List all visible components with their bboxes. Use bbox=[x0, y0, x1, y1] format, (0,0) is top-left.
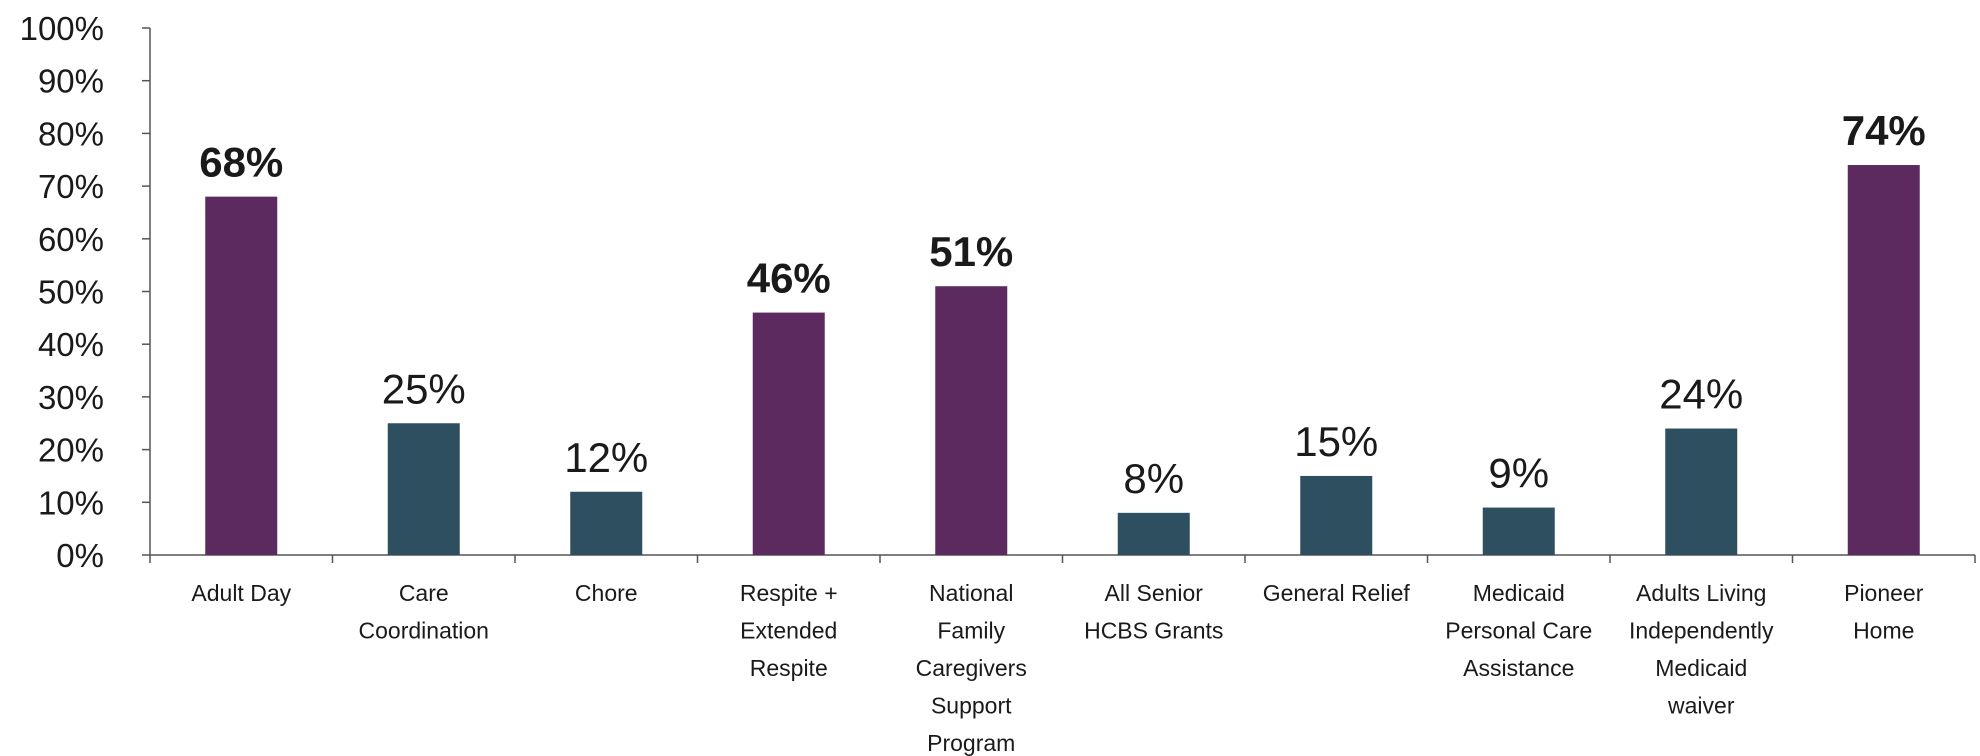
x-tick-label: Adults Living Independently Medicaid waiver bbox=[1629, 580, 1774, 719]
x-tick-label-line: Family bbox=[937, 618, 1005, 644]
data-label: 51% bbox=[929, 228, 1013, 275]
bar bbox=[752, 312, 825, 555]
x-tick-label-line: All Senior bbox=[1105, 580, 1204, 606]
x-tick-label: Medicaid Personal Care Assistance bbox=[1445, 580, 1592, 681]
x-tick-label-line: Medicaid bbox=[1473, 580, 1565, 606]
x-tick-label: National Family Caregivers Support Program bbox=[916, 580, 1027, 756]
x-tick-label-line: National bbox=[929, 580, 1013, 606]
y-tick-label: 20% bbox=[38, 432, 104, 469]
x-axis bbox=[149, 554, 1976, 563]
x-tick-label-line: Program bbox=[927, 730, 1015, 756]
x-tick-label-line: Care bbox=[399, 580, 449, 606]
x-tick-label-line: Pioneer bbox=[1844, 580, 1924, 606]
data-label: 46% bbox=[747, 255, 831, 302]
x-tick-label: Respite + Extended Respite bbox=[740, 580, 838, 681]
x-tick-label-line: HCBS Grants bbox=[1084, 618, 1223, 644]
x-tick-labels: Adult Day Care Coordination Chore Respite + E… bbox=[191, 580, 1923, 756]
bar bbox=[1482, 507, 1555, 555]
x-tick-label-line: Chore bbox=[575, 580, 638, 606]
data-label: 9% bbox=[1488, 450, 1549, 497]
x-tick-label: Adult Day bbox=[191, 580, 291, 606]
bar bbox=[1665, 428, 1738, 555]
bar bbox=[570, 491, 643, 555]
x-tick-label-line: General Relief bbox=[1263, 580, 1411, 606]
bar bbox=[935, 286, 1008, 555]
y-axis: 0% 10% 20% 30% 40% 50% 60% 70% 80% 90% 100% bbox=[20, 10, 151, 574]
x-tick-label: Pioneer Home bbox=[1844, 580, 1924, 644]
bars bbox=[205, 165, 1920, 555]
bar bbox=[1847, 165, 1920, 555]
x-tick-label-line: Assistance bbox=[1463, 655, 1574, 681]
data-label: 12% bbox=[564, 434, 648, 481]
data-label: 25% bbox=[382, 365, 466, 412]
x-tick-label-line: Adults Living bbox=[1636, 580, 1766, 606]
x-tick-label-line: Medicaid bbox=[1655, 655, 1747, 681]
y-tick-label: 0% bbox=[56, 537, 104, 574]
y-tick-label: 80% bbox=[38, 115, 104, 152]
data-label: 15% bbox=[1294, 418, 1378, 465]
x-tick-label-line: Respite + bbox=[740, 580, 838, 606]
bar bbox=[1300, 475, 1373, 555]
x-tick-label-line: Extended bbox=[740, 618, 837, 644]
bar bbox=[387, 423, 460, 555]
x-tick-label-line: Home bbox=[1853, 618, 1914, 644]
y-tick-label: 10% bbox=[38, 484, 104, 521]
data-label: 24% bbox=[1659, 371, 1743, 418]
y-tick-label: 100% bbox=[20, 10, 104, 47]
bar bbox=[1117, 512, 1190, 555]
x-tick-label: General Relief bbox=[1263, 580, 1411, 606]
x-tick-label-line: Adult Day bbox=[191, 580, 291, 606]
x-tick-label-line: waiver bbox=[1667, 693, 1735, 719]
y-tick-label: 60% bbox=[38, 221, 104, 258]
x-tick-label-line: Personal Care bbox=[1445, 618, 1592, 644]
x-tick-label-line: Caregivers bbox=[916, 655, 1027, 681]
y-tick-label: 50% bbox=[38, 274, 104, 311]
y-tick-label: 70% bbox=[38, 168, 104, 205]
x-tick-label: Chore bbox=[575, 580, 638, 606]
x-tick-label-line: Independently bbox=[1629, 618, 1774, 644]
x-tick-label-line: Respite bbox=[750, 655, 828, 681]
y-tick-label: 90% bbox=[38, 63, 104, 100]
y-tick-label: 30% bbox=[38, 379, 104, 416]
y-tick-label: 40% bbox=[38, 326, 104, 363]
value-labels: 68% 25% 12% 46% 51% 8% 15% 9% 24% 74% bbox=[199, 107, 1926, 502]
data-label: 74% bbox=[1842, 107, 1926, 154]
x-tick-label: Care Coordination bbox=[359, 580, 489, 644]
bar bbox=[205, 196, 278, 555]
x-tick-label-line: Support bbox=[931, 693, 1012, 719]
x-tick-label-line: Coordination bbox=[359, 618, 489, 644]
data-label: 68% bbox=[199, 139, 283, 186]
x-tick-label: All Senior HCBS Grants bbox=[1084, 580, 1223, 644]
data-label: 8% bbox=[1123, 455, 1184, 502]
